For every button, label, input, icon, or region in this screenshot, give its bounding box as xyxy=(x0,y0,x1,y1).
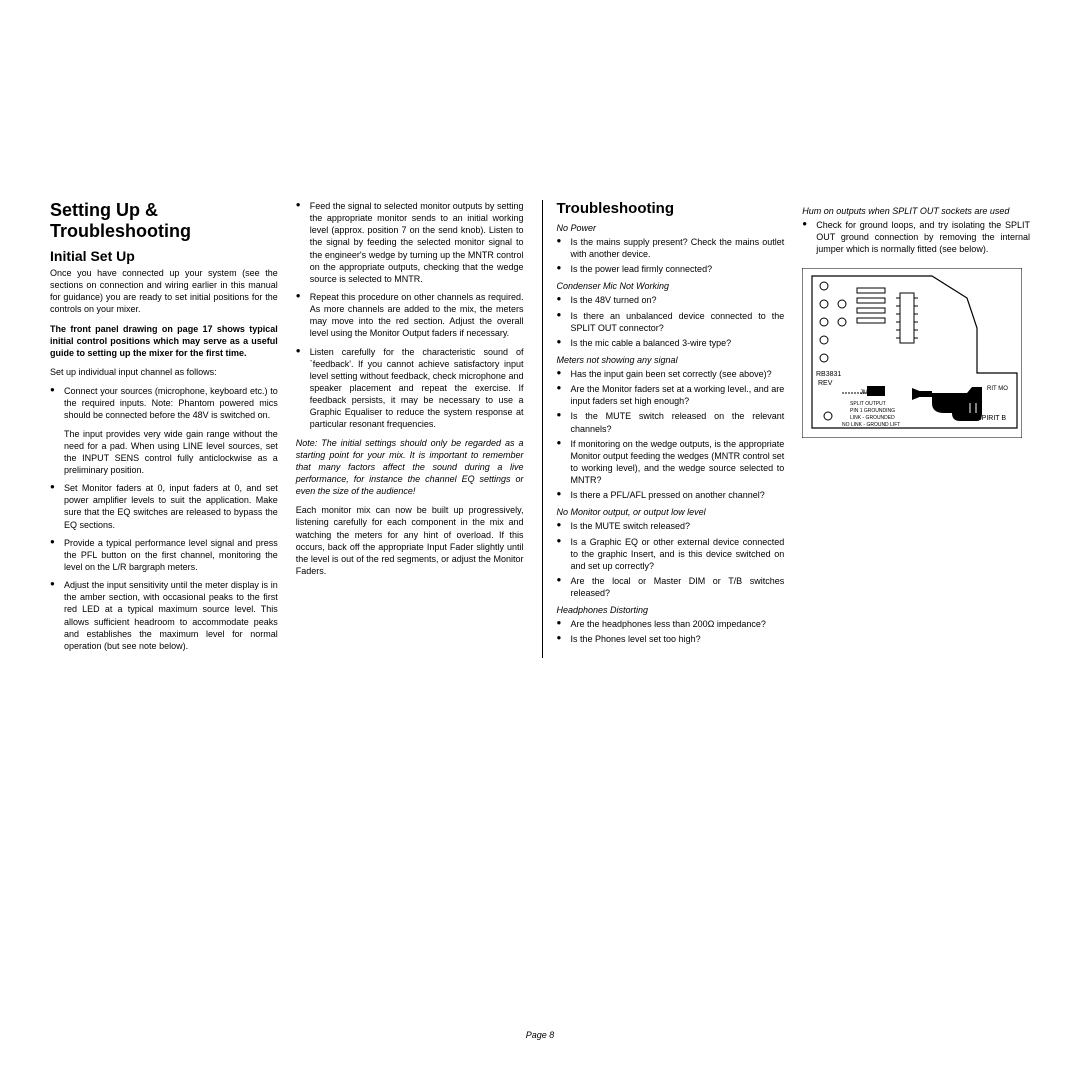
pcb-diagram: JMP1 RB3831 REV SPLIT OUTPUT PIN 1 GROUN… xyxy=(802,268,1022,438)
list-item: Is the 48V turned on? xyxy=(557,294,785,306)
body-text: Once you have connected up your system (… xyxy=(50,267,278,316)
list-item: Connect your sources (microphone, keyboa… xyxy=(50,385,278,476)
svg-text:REV: REV xyxy=(818,380,833,387)
sub-heading: Headphones Distorting xyxy=(557,605,785,615)
column-3: Troubleshooting No Power Is the mains su… xyxy=(542,200,785,658)
sub-heading: No Power xyxy=(557,223,785,233)
list-item: Set Monitor faders at 0, input faders at… xyxy=(50,482,278,531)
svg-text:RIT MO: RIT MO xyxy=(987,386,1008,392)
list-item: Adjust the input sensitivity until the m… xyxy=(50,579,278,652)
list-item: Repeat this procedure on other channels … xyxy=(296,291,524,340)
sub-heading: Meters not showing any signal xyxy=(557,355,785,365)
column-2: Feed the signal to selected monitor outp… xyxy=(296,200,524,658)
body-text-bold: The front panel drawing on page 17 shows… xyxy=(50,323,278,359)
list-item: Is the power lead firmly connected? xyxy=(557,263,785,275)
list-item: Is there a PFL/AFL pressed on another ch… xyxy=(557,489,785,501)
sub-heading: Condenser Mic Not Working xyxy=(557,281,785,291)
note-text: Note: The initial settings should only b… xyxy=(296,437,524,498)
list-item: Is the mic cable a balanced 3-wire type? xyxy=(557,337,785,349)
svg-text:NO LINK - GROUND LIFT: NO LINK - GROUND LIFT xyxy=(842,422,900,428)
body-text: Each monitor mix can now be built up pro… xyxy=(296,504,524,577)
list-item: Provide a typical performance level sign… xyxy=(50,537,278,573)
list-item: Feed the signal to selected monitor outp… xyxy=(296,200,524,285)
svg-text:LINK - GROUNDED: LINK - GROUNDED xyxy=(850,415,895,421)
list-item: If monitoring on the wedge outputs, is t… xyxy=(557,438,785,487)
list-item: Has the input gain been set correctly (s… xyxy=(557,368,785,380)
svg-text:RB3831: RB3831 xyxy=(816,371,841,378)
sub-heading: Hum on outputs when SPLIT OUT sockets ar… xyxy=(802,206,1030,216)
troubleshooting-heading: Troubleshooting xyxy=(557,200,785,217)
page-number: Page 8 xyxy=(0,1030,1080,1040)
svg-text:SPLIT OUTPUT: SPLIT OUTPUT xyxy=(850,401,886,407)
column-1: Setting Up & Troubleshooting Initial Set… xyxy=(50,200,278,658)
list-item: Listen carefully for the characteristic … xyxy=(296,346,524,431)
bullet-list: Connect your sources (microphone, keyboa… xyxy=(50,385,278,652)
bullet-list: Feed the signal to selected monitor outp… xyxy=(296,200,524,431)
list-item: Are the headphones less than 200Ω impeda… xyxy=(557,618,785,630)
sub-heading: No Monitor output, or output low level xyxy=(557,507,785,517)
list-item: Is the Phones level set too high? xyxy=(557,633,785,645)
column-4: Hum on outputs when SPLIT OUT sockets ar… xyxy=(802,200,1030,658)
list-item: Check for ground loops, and try isolatin… xyxy=(802,219,1030,255)
svg-text:JMP1: JMP1 xyxy=(860,390,876,396)
main-title: Setting Up & Troubleshooting xyxy=(50,200,278,242)
svg-text:PIN 1 GROUNDING: PIN 1 GROUNDING xyxy=(850,408,895,414)
list-item: Is the MUTE switch released on the relev… xyxy=(557,410,785,434)
list-item: Is a Graphic EQ or other external device… xyxy=(557,536,785,572)
list-item: Is the MUTE switch released? xyxy=(557,520,785,532)
body-text: Set up individual input channel as follo… xyxy=(50,366,278,378)
list-item: Are the Monitor faders set at a working … xyxy=(557,383,785,407)
section-heading: Initial Set Up xyxy=(50,248,278,264)
list-item: Is the mains supply present? Check the m… xyxy=(557,236,785,260)
list-item: Are the local or Master DIM or T/B switc… xyxy=(557,575,785,599)
list-item: Is there an unbalanced device connected … xyxy=(557,310,785,334)
